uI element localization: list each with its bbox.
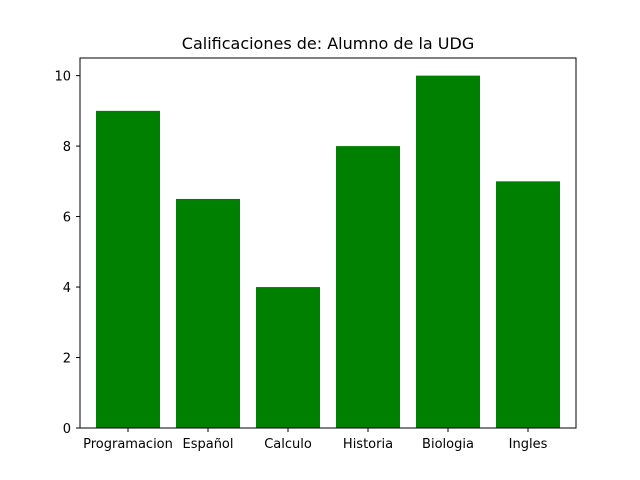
bar-historia xyxy=(336,146,400,428)
bar-biologia xyxy=(416,75,480,429)
y-tick-label: 6 xyxy=(63,211,71,226)
chart-title: Calificaciones de: Alumno de la UDG xyxy=(182,34,474,53)
x-tick-label: Programacion xyxy=(83,437,173,452)
bar-calculo xyxy=(256,287,320,428)
plot-area-frame xyxy=(79,57,577,429)
x-tick-label: Ingles xyxy=(509,437,548,452)
x-axis-ticks: Programacion Español Calculo Historia Biolog… xyxy=(83,428,548,452)
x-tick-label: Historia xyxy=(343,437,393,452)
y-axis-ticks: 0 2 4 6 8 10 xyxy=(54,70,80,437)
x-tick-label: Español xyxy=(182,437,233,452)
bar-ingles xyxy=(496,181,560,428)
x-tick-label: Biologia xyxy=(422,437,474,452)
x-tick-label: Calculo xyxy=(264,437,312,452)
y-tick-label: 10 xyxy=(54,70,71,85)
y-tick-label: 2 xyxy=(63,352,71,367)
bar-programacion xyxy=(96,110,160,429)
bar-español xyxy=(176,198,240,428)
y-tick-label: 0 xyxy=(63,422,71,437)
bars-group xyxy=(96,75,560,429)
y-tick-label: 4 xyxy=(63,281,71,296)
y-tick-label: 8 xyxy=(63,140,71,155)
